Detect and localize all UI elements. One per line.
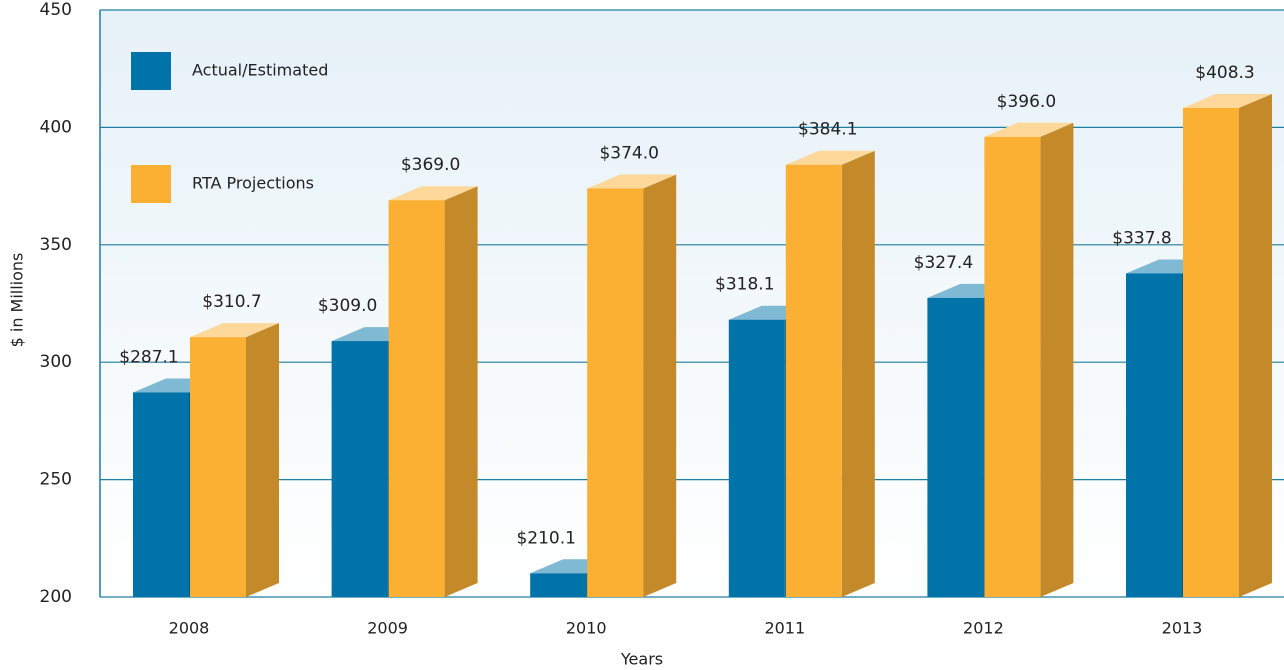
x-tick-label: 2013 [1162, 619, 1203, 638]
legend-label: RTA Projections [192, 174, 314, 193]
bar-top [984, 122, 1074, 137]
bar [190, 337, 246, 597]
data-label: $327.4 [914, 253, 973, 273]
legend-swatch [131, 52, 171, 90]
x-tick-label: 2008 [169, 619, 210, 638]
bar [728, 319, 785, 597]
x-tick-label: 2011 [764, 619, 805, 638]
y-tick-label: 450 [40, 0, 72, 20]
bar-side [444, 186, 478, 598]
bar-side [643, 174, 677, 597]
data-label: $318.1 [715, 275, 774, 295]
bar-side [1239, 93, 1272, 598]
y-tick-label: 350 [40, 235, 72, 255]
data-label: $210.1 [516, 528, 575, 548]
y-tick-label: 400 [40, 117, 72, 137]
plot-background [100, 10, 1284, 597]
x-axis-label: Years [620, 650, 663, 669]
data-label: $384.1 [798, 120, 857, 140]
bar [785, 164, 842, 597]
legend-label: Actual/Estimated [192, 61, 328, 80]
bar [1126, 273, 1182, 597]
bar-side [841, 150, 875, 597]
data-label: $369.0 [401, 155, 460, 175]
x-tick-label: 2010 [566, 619, 607, 638]
bar [331, 341, 388, 597]
bar-top [388, 186, 478, 201]
bar [984, 136, 1041, 598]
bar [587, 188, 644, 597]
bar [1183, 107, 1239, 598]
bar-top [587, 174, 677, 189]
bar-top [1183, 93, 1272, 108]
bar-top [190, 323, 279, 338]
bar [927, 297, 984, 597]
bar-top [785, 150, 875, 165]
data-label: $310.7 [202, 292, 261, 312]
bar [530, 573, 587, 597]
y-tick-label: 250 [40, 470, 72, 490]
bar [388, 200, 445, 598]
data-label: $408.3 [1195, 63, 1254, 83]
bar-side [1040, 122, 1074, 598]
bar-side [246, 323, 279, 597]
x-tick-label: 2009 [367, 619, 408, 638]
data-label: $374.0 [599, 143, 658, 163]
data-label: $337.8 [1112, 228, 1171, 248]
y-axis-label: $ in Millions [8, 253, 27, 348]
x-tick-label: 2012 [963, 619, 1004, 638]
bar [133, 392, 189, 597]
y-tick-label: 200 [40, 587, 72, 607]
data-label: $287.1 [119, 347, 178, 367]
y-tick-label: 300 [40, 352, 72, 372]
data-label: $396.0 [997, 92, 1056, 112]
legend-swatch [131, 165, 171, 203]
data-label: $309.0 [318, 296, 377, 316]
